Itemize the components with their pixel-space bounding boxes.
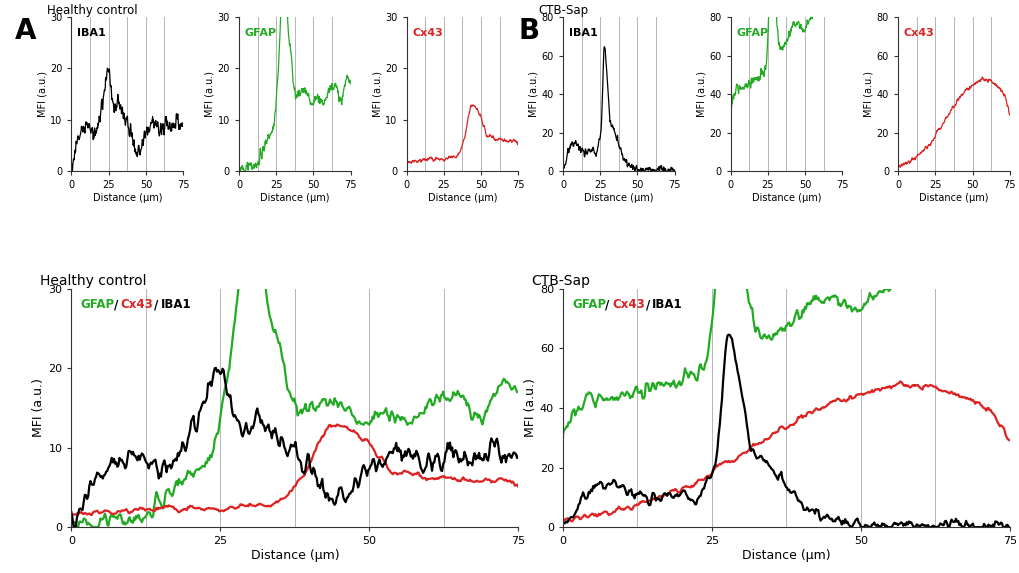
Text: /: /	[605, 299, 609, 311]
X-axis label: Distance (μm): Distance (μm)	[427, 193, 496, 203]
Text: /: /	[645, 299, 649, 311]
Y-axis label: MFI (a.u.): MFI (a.u.)	[372, 71, 382, 117]
Text: IBA1: IBA1	[652, 299, 683, 311]
Y-axis label: MFI (a.u.): MFI (a.u.)	[863, 71, 873, 117]
Y-axis label: MFI (a.u.): MFI (a.u.)	[524, 379, 536, 437]
X-axis label: Distance (μm): Distance (μm)	[918, 193, 987, 203]
Text: GFAP: GFAP	[81, 299, 114, 311]
Text: IBA1: IBA1	[76, 28, 106, 38]
Text: Cx43: Cx43	[611, 299, 644, 311]
Text: GFAP: GFAP	[245, 28, 276, 38]
Text: CTB-Sap: CTB-Sap	[538, 4, 588, 17]
Text: Cx43: Cx43	[412, 28, 442, 38]
X-axis label: Distance (μm): Distance (μm)	[260, 193, 329, 203]
Text: Healthy control: Healthy control	[40, 273, 147, 288]
Text: IBA1: IBA1	[568, 28, 597, 38]
Text: Cx43: Cx43	[120, 299, 153, 311]
Y-axis label: MFI (a.u.): MFI (a.u.)	[696, 71, 705, 117]
Text: Cx43: Cx43	[903, 28, 933, 38]
Text: Healthy control: Healthy control	[47, 4, 138, 17]
Y-axis label: MFI (a.u.): MFI (a.u.)	[33, 379, 46, 437]
Text: CTB-Sap: CTB-Sap	[531, 273, 590, 288]
Text: B: B	[518, 17, 539, 45]
X-axis label: Distance (μm): Distance (μm)	[742, 549, 829, 562]
Y-axis label: MFI (a.u.): MFI (a.u.)	[528, 71, 538, 117]
Y-axis label: MFI (a.u.): MFI (a.u.)	[205, 71, 215, 117]
X-axis label: Distance (μm): Distance (μm)	[751, 193, 820, 203]
Text: GFAP: GFAP	[572, 299, 605, 311]
X-axis label: Distance (μm): Distance (μm)	[93, 193, 162, 203]
Text: /: /	[154, 299, 158, 311]
Y-axis label: MFI (a.u.): MFI (a.u.)	[37, 71, 47, 117]
Text: GFAP: GFAP	[736, 28, 767, 38]
Text: A: A	[15, 17, 37, 45]
Text: /: /	[114, 299, 118, 311]
X-axis label: Distance (μm): Distance (μm)	[251, 549, 338, 562]
X-axis label: Distance (μm): Distance (μm)	[584, 193, 653, 203]
Text: IBA1: IBA1	[161, 299, 192, 311]
